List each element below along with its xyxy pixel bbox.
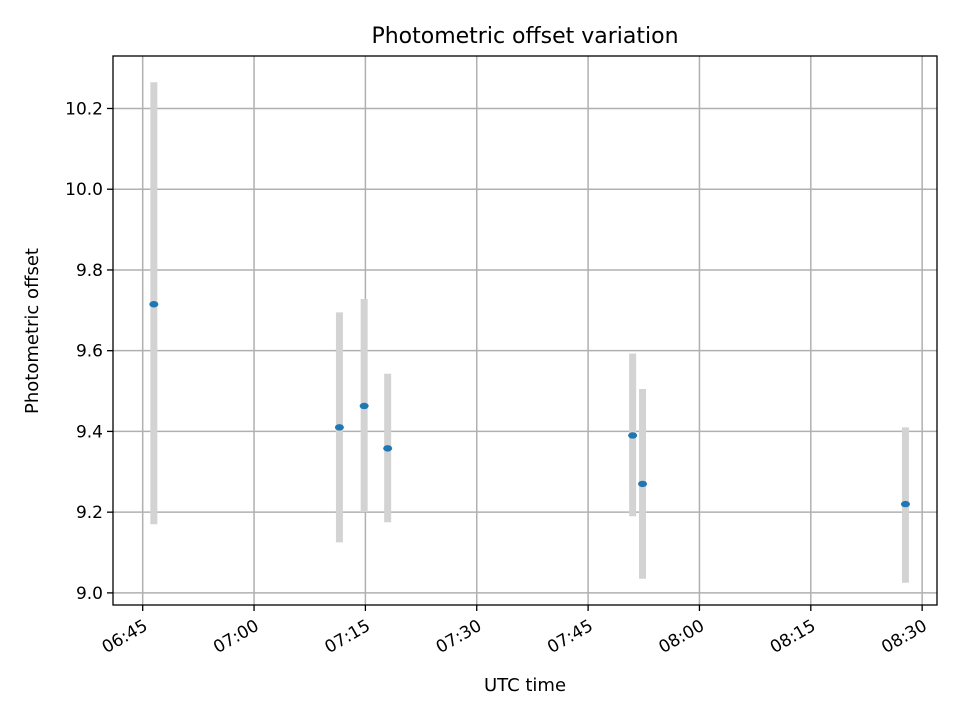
x-tick-label: 08:00: [656, 616, 708, 658]
data-point: [383, 445, 393, 452]
y-tick-label: 9.0: [76, 584, 103, 604]
error-bars: [150, 82, 909, 583]
grid: [113, 56, 937, 605]
y-axis-label: Photometric offset: [22, 248, 43, 414]
y-tick-label: 10.2: [65, 99, 103, 119]
data-point: [149, 301, 159, 308]
x-tick-label: 07:00: [210, 616, 262, 658]
y-tick-label: 10.0: [65, 180, 103, 200]
plot-frame: [112, 55, 938, 606]
data-point: [359, 402, 369, 410]
x-tick-label: 07:45: [544, 616, 596, 658]
x-tick-label: 07:30: [433, 616, 485, 658]
y-tick-label: 9.2: [76, 503, 103, 523]
x-tick-label: 08:15: [767, 616, 819, 658]
x-tick-label: 06:45: [99, 616, 151, 658]
y-tick-label: 9.8: [76, 261, 103, 281]
data-point: [334, 424, 344, 431]
x-tick-label: 07:15: [321, 616, 373, 658]
data-point: [900, 500, 910, 508]
y-tick-label: 9.4: [76, 422, 103, 442]
x-tick-label: 08:30: [878, 616, 930, 658]
data-points: [149, 301, 910, 508]
data-point: [628, 432, 638, 439]
chart-title: Photometric offset variation: [371, 24, 678, 49]
x-axis-label: UTC time: [484, 675, 566, 696]
x-axis-ticks: 06:45 07:00 07:15 07:30 07:45 08:00 08:15 08:30: [99, 605, 931, 658]
y-tick-label: 9.6: [76, 342, 103, 362]
y-axis-ticks: 9.0 9.2 9.4 9.6 9.8 10.0 10.2: [65, 99, 113, 604]
data-point: [638, 480, 648, 488]
